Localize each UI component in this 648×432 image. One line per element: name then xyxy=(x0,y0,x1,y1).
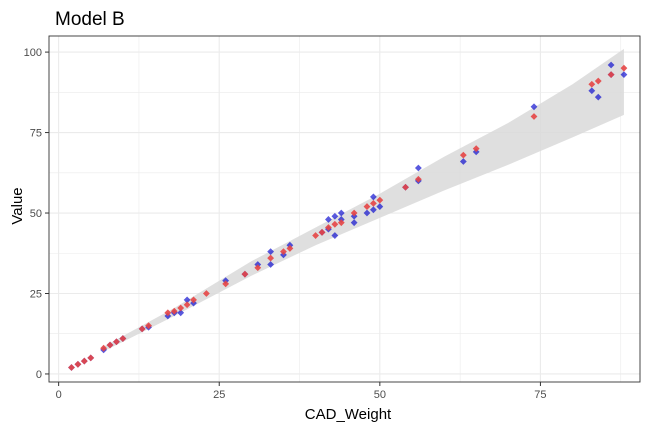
x-tick-label: 50 xyxy=(374,389,386,401)
panel-border xyxy=(48,35,641,383)
confidence-band xyxy=(103,48,624,352)
observed-point xyxy=(370,193,377,201)
observed-point xyxy=(331,232,339,239)
fitted-point xyxy=(202,290,210,297)
fitted-point xyxy=(170,307,178,315)
fitted-point xyxy=(177,304,185,312)
observed-point xyxy=(607,61,615,69)
fitted-point xyxy=(241,270,249,278)
fitted-point xyxy=(402,183,409,191)
y-tick-label: 100 xyxy=(24,47,42,59)
fitted-point xyxy=(87,354,95,362)
fitted-point xyxy=(183,301,191,309)
y-axis-title: Value xyxy=(9,187,26,224)
fitted-point xyxy=(164,309,172,317)
observed-point xyxy=(267,248,275,256)
observed-point xyxy=(459,158,467,165)
y-tick-label: 0 xyxy=(36,369,42,381)
fitted-point xyxy=(337,219,345,227)
fitted-point xyxy=(286,245,294,252)
fitted-point xyxy=(370,199,377,207)
fitted-point xyxy=(620,64,628,72)
observed-point xyxy=(363,209,371,217)
fitted-point xyxy=(318,228,326,236)
fitted-points xyxy=(68,64,628,371)
fitted-point xyxy=(350,209,358,217)
y-axis: 0 25 50 75 100 xyxy=(24,47,49,381)
y-tick-label: 25 xyxy=(30,288,42,300)
observed-point xyxy=(177,309,185,317)
fitted-point xyxy=(459,151,467,159)
fitted-point xyxy=(113,338,120,346)
observed-point xyxy=(530,103,538,111)
fitted-point xyxy=(100,344,108,352)
y-tick-label: 50 xyxy=(30,208,42,220)
fitted-point xyxy=(190,296,197,304)
fitted-point xyxy=(80,357,88,365)
y-tick-label: 75 xyxy=(30,128,42,140)
observed-point xyxy=(267,261,275,268)
observed-point xyxy=(350,219,358,227)
fitted-point xyxy=(119,335,127,342)
fitted-point xyxy=(280,248,287,256)
fitted-point xyxy=(331,220,339,228)
fitted-point xyxy=(363,203,371,210)
x-tick-label: 25 xyxy=(213,389,225,401)
observed-point xyxy=(331,212,339,220)
observed-point xyxy=(183,296,191,304)
x-tick-label: 0 xyxy=(56,389,62,401)
observed-point xyxy=(588,87,596,95)
fitted-point xyxy=(138,325,146,333)
observed-point xyxy=(337,209,345,217)
major-gridlines xyxy=(49,36,640,382)
fitted-point xyxy=(267,254,275,262)
fitted-point xyxy=(106,341,114,349)
x-axis: 0 25 50 75 xyxy=(56,382,547,401)
fitted-point xyxy=(607,71,615,79)
fitted-point xyxy=(472,145,480,153)
fitted-point xyxy=(530,113,538,120)
observed-point xyxy=(414,164,422,172)
observed-point xyxy=(370,206,377,214)
fitted-point xyxy=(254,264,262,272)
fitted-point xyxy=(376,196,384,204)
x-tick-label: 75 xyxy=(534,389,546,401)
x-axis-title: CAD_Weight xyxy=(305,406,392,423)
fitted-point xyxy=(68,364,75,371)
observed-point xyxy=(376,203,384,210)
chart-title: Model B xyxy=(55,9,125,30)
fitted-point xyxy=(74,360,82,368)
fitted-point xyxy=(145,322,152,330)
fitted-point xyxy=(325,224,332,231)
fitted-point xyxy=(414,175,422,183)
fitted-point xyxy=(312,232,319,239)
observed-point xyxy=(325,216,332,223)
observed-point xyxy=(620,71,628,79)
fitted-point xyxy=(594,77,602,85)
fitted-point xyxy=(222,280,230,288)
observed-point xyxy=(594,93,602,101)
fitted-point xyxy=(588,80,596,88)
